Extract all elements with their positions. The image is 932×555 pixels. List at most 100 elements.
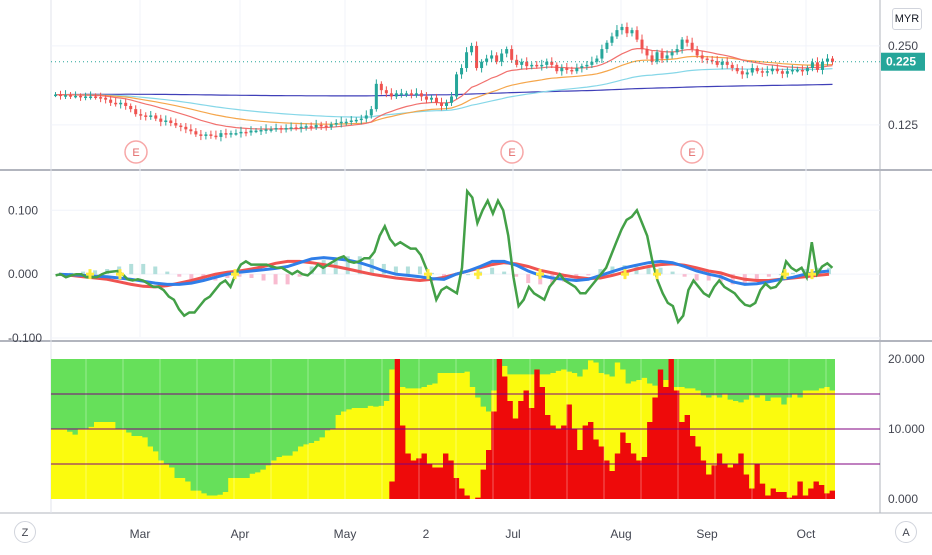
time-tick-label: Oct: [797, 527, 816, 541]
candle: [374, 83, 378, 110]
cross-marker: [810, 269, 814, 280]
cross-marker: [426, 269, 430, 280]
candle: [329, 124, 333, 127]
candle: [399, 93, 403, 95]
candle: [334, 123, 338, 125]
histogram-bar: [502, 271, 507, 275]
candle: [354, 119, 358, 122]
candle: [495, 55, 499, 62]
histogram-bar: [706, 274, 711, 281]
histogram-bar: [237, 274, 242, 277]
candle: [229, 133, 233, 135]
currency-button[interactable]: MYR: [892, 8, 922, 30]
time-tick-label: Mar: [130, 527, 151, 541]
candle: [439, 102, 443, 106]
histogram-bar: [285, 274, 290, 285]
candle: [485, 58, 489, 62]
candle: [745, 72, 749, 75]
oscillator-tick-label: 0.000: [8, 267, 38, 281]
cross-marker: [476, 269, 480, 280]
candle: [84, 96, 88, 98]
candle: [324, 125, 328, 128]
histogram-bar: [538, 274, 543, 285]
candle: [650, 55, 654, 62]
histogram-bar: [598, 269, 603, 275]
candle: [79, 95, 83, 98]
candle: [379, 83, 383, 91]
candle: [74, 95, 78, 98]
candle: [615, 30, 619, 37]
candle: [184, 126, 188, 130]
candle: [450, 96, 454, 103]
candle: [204, 134, 208, 136]
histogram-bar: [490, 267, 495, 275]
histogram-bar: [778, 274, 783, 276]
cross-marker: [783, 269, 787, 280]
candle: [475, 45, 479, 69]
candle: [500, 53, 504, 62]
candle: [389, 93, 393, 97]
candle: [760, 71, 764, 73]
candle: [785, 71, 789, 74]
candle: [104, 97, 108, 100]
oscillator-tick-label: 0.100: [8, 203, 38, 217]
candle: [279, 128, 283, 130]
candle: [284, 128, 288, 130]
signal-line-blue: [58, 256, 830, 286]
candle: [124, 102, 128, 106]
zoom-toggle-button[interactable]: Z: [14, 521, 36, 543]
candle: [429, 97, 433, 100]
last-price-tag: [881, 52, 925, 71]
candle: [585, 64, 589, 67]
time-tick-label: Aug: [610, 527, 631, 541]
candle: [244, 131, 248, 134]
candle: [339, 121, 343, 124]
candle: [765, 71, 769, 73]
histogram-bar: [141, 263, 146, 275]
earnings-marker: [680, 140, 704, 164]
time-tick-label: Sep: [696, 527, 718, 541]
candle: [820, 61, 824, 70]
histogram-bar: [273, 274, 278, 285]
candle: [570, 69, 574, 72]
candle: [470, 45, 474, 53]
candle: [89, 96, 93, 98]
histogram-bar: [93, 270, 98, 275]
candle: [249, 130, 253, 133]
histogram-bar: [670, 271, 675, 275]
candle: [540, 64, 544, 67]
candle: [455, 74, 459, 97]
candle: [304, 126, 308, 128]
auto-scale-button[interactable]: A: [895, 521, 917, 543]
histogram-bar: [730, 274, 735, 285]
candle: [710, 59, 714, 62]
candle: [344, 121, 348, 124]
candle: [219, 133, 223, 137]
histogram-bar: [261, 274, 266, 281]
panel-2-background: [51, 172, 880, 338]
candle: [64, 95, 68, 97]
candle: [775, 68, 779, 72]
candle: [595, 58, 599, 62]
histogram-bar: [381, 263, 386, 275]
histogram-bar: [417, 266, 422, 275]
candle: [795, 69, 799, 72]
candle: [685, 39, 689, 43]
candle: [535, 64, 539, 67]
histogram-bar: [189, 274, 194, 280]
candle: [825, 58, 829, 62]
candle: [419, 93, 423, 97]
candle: [635, 30, 639, 40]
earnings-marker: [500, 140, 524, 164]
candle: [414, 93, 418, 96]
candle: [550, 61, 554, 65]
histogram-bar: [405, 266, 410, 275]
candle: [434, 97, 438, 103]
histogram-bar: [309, 266, 314, 275]
candle: [755, 68, 759, 72]
earnings-marker-label: E: [132, 147, 139, 159]
time-tick-label: Apr: [231, 527, 250, 541]
candle: [695, 49, 699, 56]
candle: [645, 49, 649, 56]
